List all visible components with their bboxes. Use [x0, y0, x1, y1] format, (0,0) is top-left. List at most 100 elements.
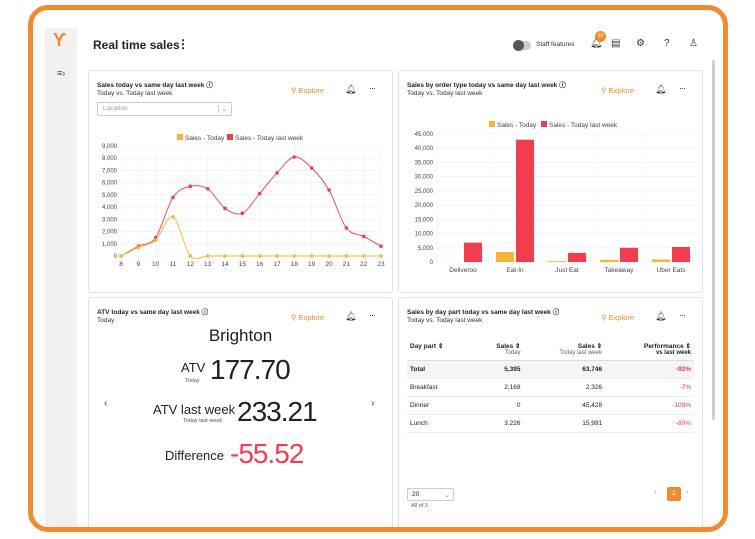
line-chart: Sales - Today Sales - Today last week 0 1,0…: [102, 134, 385, 268]
legend-label: Sales - Today: [497, 122, 537, 129]
alert-bell-icon[interactable]: 🔔︎: [345, 84, 357, 94]
row-name: Lunch: [407, 414, 473, 433]
x-tick-label: Takeaway: [605, 267, 635, 274]
explore-button[interactable]: ⚲ Explore: [601, 313, 635, 322]
atv-last-week-label: ATV last week: [153, 402, 236, 417]
app-frame: Ƴ ≡› Real time sales ⋮ Staff features 🔔︎…: [28, 5, 728, 532]
location-select[interactable]: Location ⌄: [97, 102, 232, 116]
x-tick-label: 18: [291, 261, 299, 268]
bar: [672, 246, 690, 262]
legend-label: Sales - Today last week: [235, 135, 304, 142]
data-point: [327, 254, 331, 258]
y-tick-label: 6,000: [102, 181, 118, 187]
prev-location-icon[interactable]: ‹: [104, 398, 108, 409]
y-tick-label: 7,000: [102, 168, 118, 174]
legend-label: Sales - Today last week: [549, 122, 618, 129]
data-point: [240, 254, 245, 258]
table-row: Dinner 0 45,428 -100%: [407, 396, 694, 415]
x-tick-label: 8: [119, 261, 123, 268]
expand-menu-icon[interactable]: ≡›: [57, 68, 66, 78]
card-subtitle: Today: [97, 317, 115, 324]
more-options-icon[interactable]: ···: [369, 83, 376, 93]
atv-card: ATV today vs same day last week ⓘ Today …: [88, 297, 393, 527]
col-sales-last-week[interactable]: Sales ⇕ Today last week: [523, 338, 606, 361]
logo-icon[interactable]: Ƴ: [53, 30, 67, 50]
table-row: Total 5,395 63,746 -92%: [407, 360, 694, 379]
alert-bell-icon[interactable]: 🔔︎: [655, 84, 667, 94]
x-tick-label: 19: [308, 261, 316, 268]
bell-icon[interactable]: 🔔︎: [590, 38, 603, 49]
more-options-icon[interactable]: ···: [679, 83, 686, 93]
explore-button[interactable]: ⚲ Explore: [291, 313, 325, 322]
row-sales-lw: 2,326: [523, 378, 606, 397]
legend-swatch: [177, 134, 183, 140]
atv-sublabel: Today: [185, 378, 200, 384]
y-tick-label: 5,000: [418, 246, 434, 252]
col-daypart[interactable]: Day part ⇕: [407, 338, 473, 361]
page-size-select[interactable]: 20 ⌄: [407, 488, 454, 501]
legend-swatch: [489, 121, 495, 127]
data-point: [257, 191, 262, 196]
page-menu-icon[interactable]: ⋮: [177, 37, 189, 51]
more-options-icon[interactable]: ···: [369, 310, 376, 320]
x-tick-label: Eat-In: [506, 267, 524, 274]
data-point: [379, 254, 383, 258]
data-point: [344, 254, 349, 258]
y-tick-label: 1,000: [102, 242, 118, 248]
x-tick-label: Uber Eats: [657, 267, 687, 274]
x-tick-label: 13: [204, 261, 212, 268]
y-tick-label: 4,000: [102, 205, 118, 211]
bar: [568, 252, 586, 262]
info-icon[interactable]: ⓘ: [552, 309, 560, 316]
user-icon[interactable]: ♙: [689, 38, 698, 49]
help-icon[interactable]: ?: [664, 38, 670, 49]
x-tick-label: 10: [152, 261, 160, 268]
data-point: [309, 254, 314, 258]
page-title: Real time sales: [93, 38, 180, 52]
row-sales: 2,169: [472, 378, 524, 397]
staff-features-toggle[interactable]: [513, 40, 531, 51]
card-title: ATV today vs same day last week ⓘ: [97, 309, 209, 316]
data-point: [188, 254, 193, 258]
row-sales-lw: 15,991: [523, 414, 606, 433]
x-tick-label: 17: [273, 261, 281, 268]
row-sales: 5,395: [472, 360, 524, 379]
prev-page-icon[interactable]: ‹: [654, 489, 657, 496]
row-sales-lw: 45,428: [523, 396, 606, 415]
explore-button[interactable]: ⚲ Explore: [291, 86, 325, 95]
data-point: [171, 195, 175, 200]
atv-last-week-value: 233.21: [237, 396, 318, 427]
y-tick-label: 40,000: [415, 146, 434, 152]
row-name: Breakfast: [407, 378, 473, 397]
y-tick-label: 15,000: [415, 217, 434, 223]
data-point: [327, 188, 331, 192]
document-icon[interactable]: ▤: [611, 38, 621, 49]
row-perf: -92%: [605, 360, 694, 379]
page-1-button[interactable]: 1: [667, 487, 681, 501]
row-perf: -100%: [605, 396, 694, 415]
explore-button[interactable]: ⚲ Explore: [601, 86, 635, 95]
data-point: [240, 211, 245, 216]
location-name: Brighton: [208, 326, 273, 345]
alert-bell-icon[interactable]: 🔔︎: [345, 311, 357, 321]
sales-line-card: Sales today vs same day last week ⓘ Toda…: [88, 70, 393, 293]
x-tick-label: Just Eat: [555, 267, 579, 274]
y-tick-label: 3,000: [102, 217, 118, 223]
info-icon[interactable]: ⓘ: [201, 309, 209, 316]
scrollbar[interactable]: [712, 60, 715, 420]
alert-bell-icon[interactable]: 🔔︎: [655, 311, 667, 321]
y-tick-label: 20,000: [415, 203, 434, 209]
next-page-icon[interactable]: ›: [686, 489, 689, 496]
atv-label: ATV: [181, 360, 206, 375]
data-point: [361, 254, 366, 258]
info-icon[interactable]: ⓘ: [559, 82, 566, 89]
row-sales: 0: [472, 396, 524, 415]
col-sales[interactable]: Sales ⇕ Today: [472, 338, 524, 361]
col-performance[interactable]: Performance ⇕ vs last week: [605, 338, 694, 361]
more-options-icon[interactable]: ···: [679, 310, 686, 320]
bar-chart: Sales - Today Sales - Today last week 0 5,0…: [415, 121, 697, 274]
info-icon[interactable]: ⓘ: [206, 82, 213, 89]
data-point: [379, 244, 383, 249]
gear-icon[interactable]: ⚙: [636, 38, 645, 49]
next-location-icon[interactable]: ›: [371, 398, 375, 409]
